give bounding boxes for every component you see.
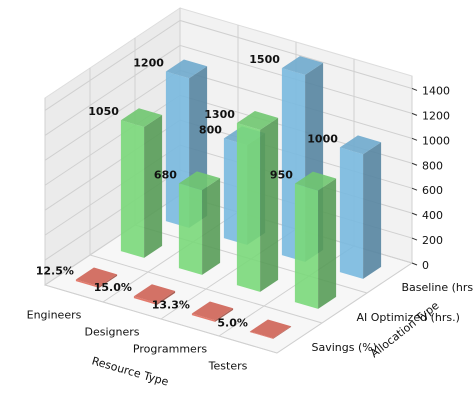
value-label: 1200: [133, 57, 164, 70]
bar-front: [120, 120, 145, 258]
bar-top: [165, 59, 208, 79]
bar-front: [339, 147, 364, 279]
bar-top: [236, 111, 279, 130]
z-tick-label: 1400: [422, 84, 450, 97]
bar-front: [294, 183, 319, 309]
value-label: 1300: [204, 108, 235, 121]
bar-top: [339, 135, 382, 155]
bar-top: [178, 171, 221, 191]
z-tick: [411, 237, 418, 241]
z-tick: [411, 212, 418, 216]
x-tick-label: Designers: [85, 326, 140, 339]
bar-front: [191, 313, 216, 322]
value-label: 5.0%: [217, 316, 248, 329]
z-tick: [411, 137, 418, 141]
x-tick-label: Testers: [208, 360, 248, 373]
z-tick: [411, 162, 418, 166]
bar-side: [157, 291, 176, 305]
bar-side: [215, 308, 234, 322]
z-tick-label: 0: [422, 259, 429, 272]
bar-front: [178, 183, 203, 275]
bar-side: [273, 326, 292, 339]
value-label: 13.3%: [152, 298, 190, 311]
value-label: 950: [270, 169, 293, 182]
bar-top: [133, 284, 176, 304]
grid-line: [44, 19, 413, 111]
x-axis-label: Resource Type: [90, 354, 170, 388]
bar-side: [363, 142, 382, 279]
value-label: 800: [199, 123, 222, 136]
z-tick-label: 200: [422, 234, 443, 247]
bar-top: [249, 319, 292, 339]
bar-top: [294, 171, 337, 191]
bar-top: [191, 301, 234, 321]
value-label: 1050: [88, 105, 119, 118]
z-tick-label: 1000: [422, 134, 450, 147]
bar-side: [99, 274, 118, 288]
y-tick-label: Baseline (hrs.): [402, 281, 474, 294]
bar-top: [281, 56, 324, 75]
bar-side: [144, 115, 163, 258]
bar-front: [75, 279, 100, 288]
value-label: 1000: [307, 132, 338, 145]
bar-front: [133, 296, 158, 305]
bar-top: [120, 108, 163, 127]
bar-front: [236, 123, 261, 292]
value-label: 15.0%: [94, 281, 132, 294]
z-tick: [411, 112, 418, 116]
x-tick-label: Engineers: [27, 309, 82, 322]
bar-side: [260, 117, 279, 292]
y-tick-label: Savings (%): [312, 341, 378, 354]
value-label: 12.5%: [36, 265, 74, 278]
z-tick: [411, 88, 418, 91]
z-tick-label: 400: [422, 209, 443, 222]
z-tick: [411, 187, 418, 191]
z-tick-label: 600: [422, 184, 443, 197]
z-tick-label: 1200: [422, 109, 450, 122]
bar-side: [202, 178, 221, 275]
y-axis-label: Allocation Type: [368, 299, 442, 360]
value-label: 680: [154, 168, 177, 181]
bar-side: [318, 178, 337, 309]
grid-line: [44, 44, 413, 136]
x-tick-label: Programmers: [133, 343, 207, 356]
z-tick-label: 800: [422, 159, 443, 172]
z-tick: [411, 262, 418, 266]
bar-top: [75, 267, 118, 287]
y-tick-label: AI Optimized (hrs.): [357, 311, 460, 324]
value-label: 1500: [249, 53, 280, 66]
bar-front: [249, 331, 274, 339]
